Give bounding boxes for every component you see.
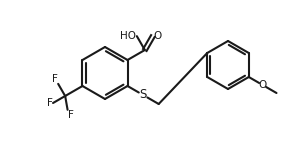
- Text: F: F: [52, 74, 58, 84]
- Text: F: F: [68, 110, 73, 120]
- Text: O: O: [154, 31, 162, 41]
- Text: HO: HO: [120, 31, 136, 41]
- Text: O: O: [258, 80, 267, 90]
- Text: S: S: [139, 89, 147, 101]
- Text: F: F: [47, 98, 53, 108]
